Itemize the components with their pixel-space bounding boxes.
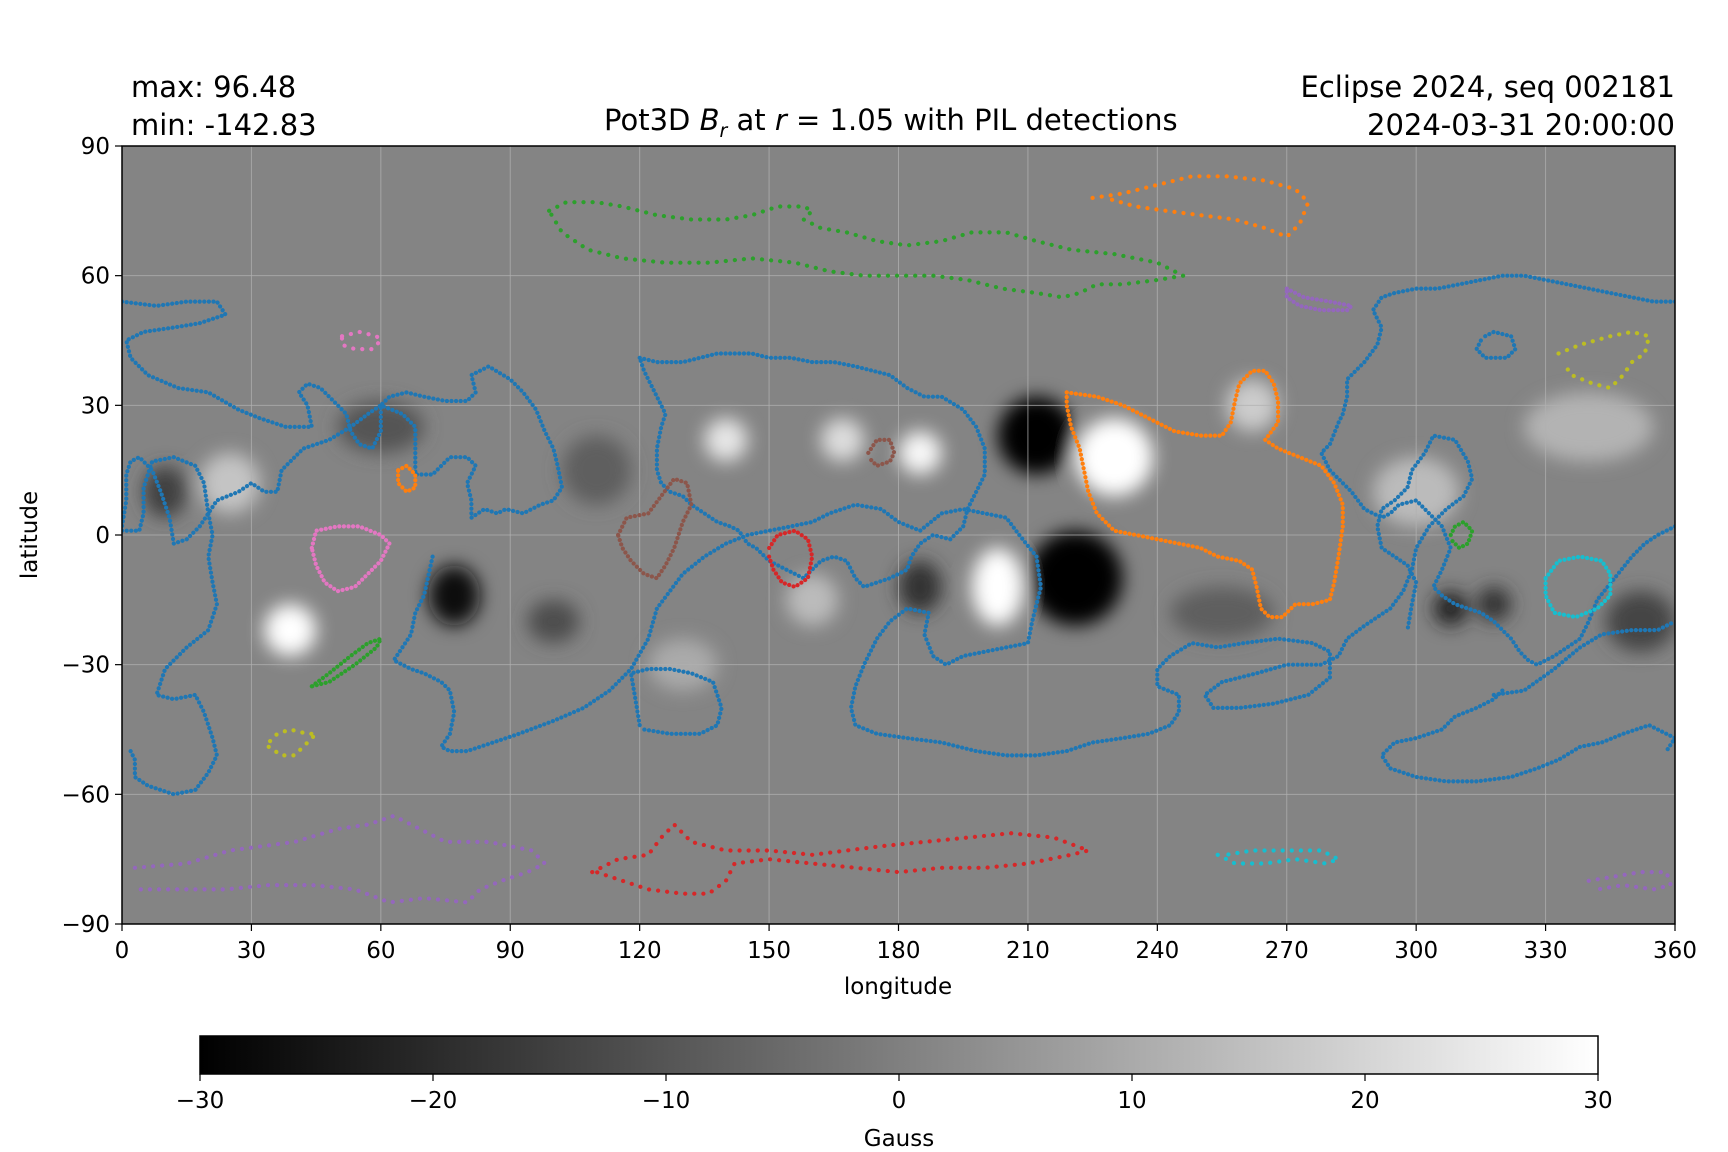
pil-contour-1: [122, 455, 219, 797]
pil-contour-9: [1064, 368, 1345, 620]
min-label: min: -142.83: [131, 108, 317, 142]
field-feature-14: [1605, 591, 1675, 652]
max-label: max: 96.48: [131, 70, 297, 104]
pil-contour-4: [1319, 273, 1675, 667]
pil-contour-24: [1556, 329, 1652, 391]
y-axis-ticks: 90 60 30 0 −30 −60 −90: [61, 134, 122, 938]
x-tick-label: 330: [1524, 938, 1568, 964]
pil-contour-22: [1284, 286, 1354, 313]
field-feature-11: [143, 465, 187, 518]
title-symbol-b: B: [699, 103, 720, 137]
pil-contour-8: [637, 351, 987, 590]
y-tick-label: −90: [61, 912, 110, 938]
title-subscript: r: [719, 119, 728, 142]
pil-contour-7: [1474, 329, 1518, 360]
pil-contour-3: [628, 666, 724, 736]
title-mid: at: [727, 103, 775, 137]
field-feature-15: [898, 560, 942, 613]
colorbar-tick-label: 30: [1583, 1088, 1612, 1114]
pil-contour-19: [766, 528, 815, 590]
title-prefix: Pot3D: [604, 103, 700, 137]
field-feature-4: [971, 547, 1024, 626]
map-area: [121, 145, 1676, 925]
x-tick-label: 360: [1653, 938, 1697, 964]
field-feature-10: [199, 452, 261, 514]
pil-contour-2: [391, 433, 1475, 758]
field-feature-6: [898, 431, 942, 475]
y-tick-label: 0: [95, 523, 110, 549]
pil-contour-10: [396, 463, 418, 494]
pil-contour-17: [615, 476, 694, 581]
y-tick-label: 30: [81, 393, 110, 419]
field-feature-1: [1027, 530, 1123, 626]
pil-contour-14: [546, 200, 1186, 300]
field-feature-13: [1476, 586, 1512, 622]
x-tick-label: 150: [747, 938, 791, 964]
x-tick-label: 180: [877, 938, 921, 964]
field-feature-23: [1170, 586, 1274, 639]
title-suffix: = 1.05 with PIL detections: [786, 103, 1178, 137]
colorbar-tick-label: 20: [1350, 1088, 1379, 1114]
field-feature-22: [562, 435, 632, 505]
field-feature-12: [1433, 591, 1468, 626]
colorbar-label: Gauss: [864, 1126, 934, 1152]
pil-layer: [122, 174, 1675, 905]
pil-contour-11: [1090, 174, 1311, 239]
x-tick-label: 0: [115, 938, 130, 964]
field-feature-8: [820, 418, 864, 462]
field-feature-16: [527, 599, 580, 644]
pil-contour-21: [132, 813, 547, 905]
colorbar: −30 −20 −10 0 10 20 30 Gauss: [176, 1035, 1613, 1152]
colorbar-tick-label: −30: [176, 1088, 225, 1114]
x-tick-label: 120: [618, 938, 662, 964]
field-feature-17: [786, 573, 839, 626]
pil-contour-16: [1448, 519, 1475, 551]
field-feature-5: [264, 604, 317, 657]
y-tick-label: 90: [81, 134, 110, 160]
title-symbol-r: r: [774, 103, 787, 137]
y-tick-label: 60: [81, 264, 110, 290]
pil-contour-13: [339, 329, 383, 352]
field-feature-3: [1075, 418, 1154, 497]
x-axis-label: longitude: [844, 974, 952, 1000]
x-tick-label: 90: [496, 938, 525, 964]
colorbar-ticks: −30 −20 −10 0 10 20 30: [176, 1074, 1613, 1114]
colorbar-tick-label: −10: [642, 1088, 691, 1114]
colorbar-gradient: [199, 1035, 1599, 1075]
colorbar-tick-label: 10: [1117, 1088, 1146, 1114]
colorbar-tick-label: −20: [409, 1088, 458, 1114]
chart-title: Pot3D Br at r = 1.05 with PIL detections: [604, 106, 1178, 141]
pil-contour-23: [1586, 869, 1673, 892]
y-tick-label: −30: [61, 653, 110, 679]
pil-contour-18: [866, 437, 897, 468]
pil-contour-15: [309, 636, 383, 689]
colorbar-tick-label: 0: [892, 1088, 907, 1114]
pil-contour-0: [122, 299, 565, 546]
x-tick-label: 30: [237, 938, 266, 964]
x-axis-ticks: 0 30 60 90 120 150 180 210 240 270 300 330 360: [115, 924, 1697, 964]
grid-layer: [121, 145, 1676, 925]
field-feature-2: [428, 565, 481, 626]
pil-contour-12: [309, 524, 392, 594]
datetime-label: 2024-03-31 20:00:00: [1367, 108, 1675, 142]
field-feature-0: [997, 396, 1076, 475]
x-tick-label: 300: [1394, 938, 1438, 964]
pil-contour-26: [1543, 554, 1613, 620]
x-tick-label: 270: [1265, 938, 1309, 964]
field-feature-20: [1524, 392, 1654, 462]
x-tick-label: 240: [1135, 938, 1179, 964]
pil-contour-5: [1379, 688, 1675, 784]
x-tick-label: 210: [1006, 938, 1050, 964]
pil-contour-27: [1215, 848, 1341, 866]
pil-contour-20: [590, 822, 1091, 896]
event-label: Eclipse 2024, seq 002181: [1300, 70, 1675, 104]
x-tick-label: 60: [366, 938, 395, 964]
pil-contour-25: [266, 727, 319, 758]
field-layer: [143, 379, 1675, 691]
pil-contour-6: [1491, 619, 1675, 698]
y-tick-label: −60: [61, 782, 110, 808]
field-feature-7: [704, 418, 748, 462]
y-axis-label: latitude: [17, 491, 43, 579]
